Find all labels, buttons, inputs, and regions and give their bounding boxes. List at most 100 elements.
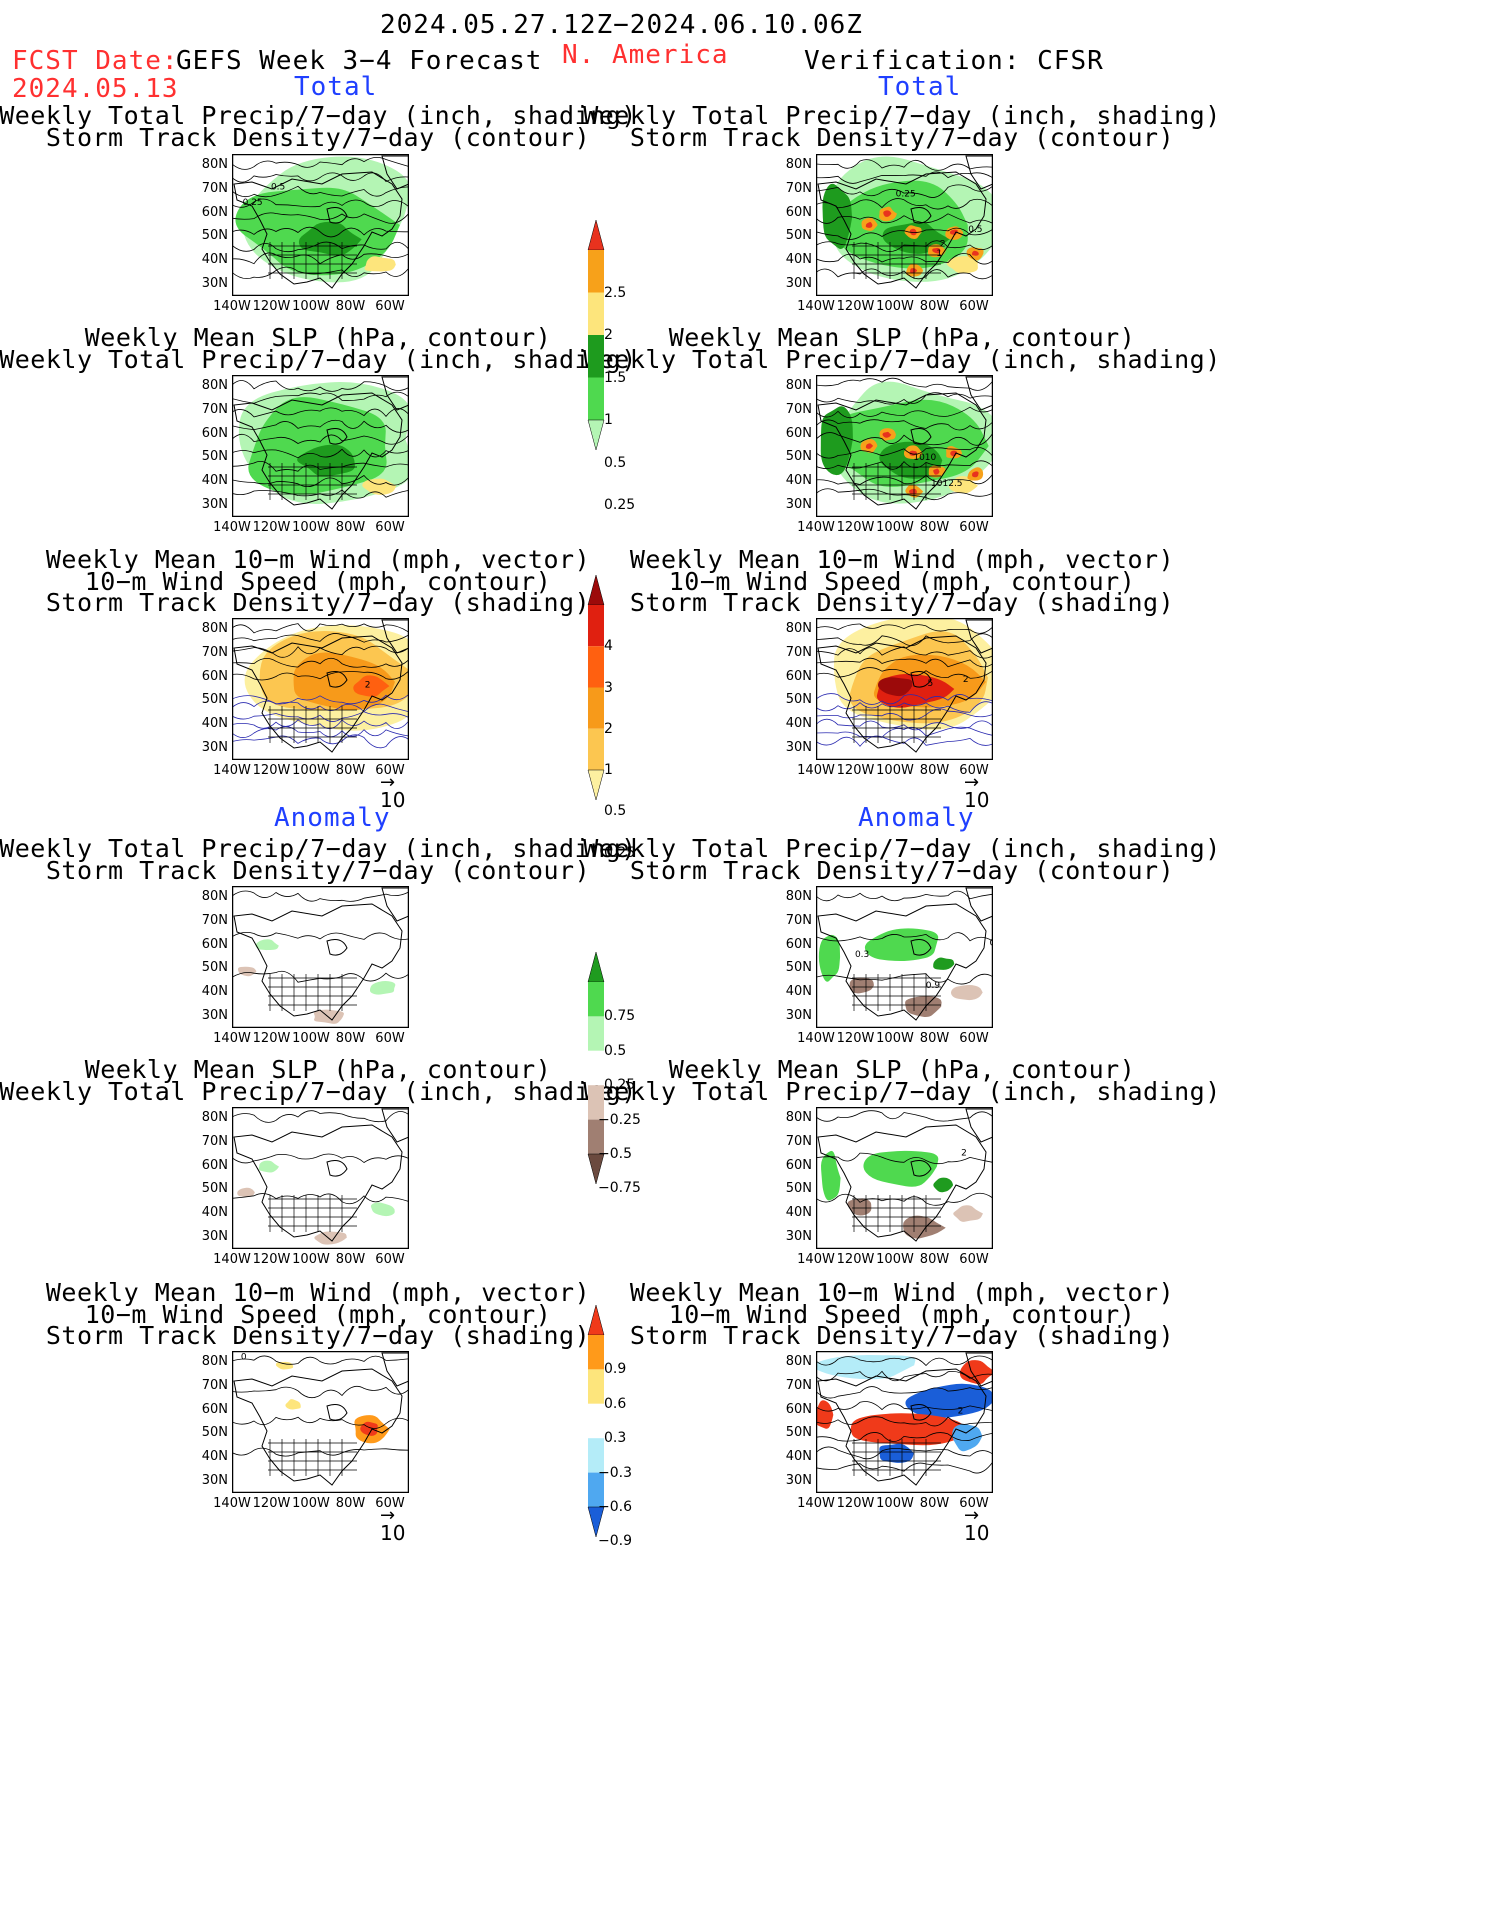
contour-value-label: 0.3 [855, 950, 869, 960]
lon-tick-label: 100W [876, 1496, 914, 1511]
panel-title-line: Storm Track Density/7−day (shading) [629, 588, 1175, 617]
contour-line [816, 474, 993, 485]
map-frame [816, 154, 993, 296]
panel-title-line: Weekly Mean SLP (hPa, contour) [668, 323, 1136, 352]
vector-reference: → 10 [380, 1507, 405, 1546]
panel-title-line: Weekly Total Precip/7−day (inch, shading… [0, 344, 637, 374]
lat-tick-label: 40N [201, 473, 228, 489]
colorbar-segment [588, 250, 604, 293]
storm-anom-positive-strong [850, 1413, 968, 1446]
lon-tick-label: 80W [335, 520, 366, 535]
wind-contour [816, 667, 993, 679]
wind-contour [816, 623, 993, 634]
map-plot: 0.3 0.9 0 [816, 886, 993, 1028]
vector-reference: → 10 [964, 1505, 989, 1546]
lat-tick-label: 70N [785, 912, 812, 928]
wind-contour [816, 646, 993, 659]
contour-line [232, 890, 409, 902]
lon-tick-label: 100W [292, 1496, 330, 1511]
precip-shading-yellow [948, 476, 978, 494]
vector-arrow-icon: → [964, 772, 980, 793]
wind-contour [816, 718, 993, 731]
lon-tick-label: 100W [292, 520, 330, 535]
precip-shading-dark [822, 183, 853, 250]
wind-contour [816, 1416, 993, 1427]
lon-tick-label: 60W [375, 520, 405, 535]
map-background [232, 1351, 409, 1493]
greenland-outline [381, 1352, 409, 1387]
wind-contour [232, 623, 409, 634]
coastline [233, 392, 403, 510]
hudson-bay-outline [326, 428, 348, 445]
map-frame [232, 1351, 409, 1493]
lat-tick-label: 30N [785, 740, 812, 755]
precip-shading-yellow [362, 478, 397, 495]
lat-tick-label: 70N [201, 180, 228, 196]
precip-shading-red [909, 488, 917, 495]
greenland-outline [965, 155, 993, 190]
colorbar-segment [588, 687, 604, 729]
panel-title-line: Weekly Total Precip/7−day (inch, shading… [0, 1076, 637, 1106]
lat-tick-label: 40N [785, 252, 812, 268]
colorbar-segment [588, 982, 604, 1017]
wind-contour [816, 1446, 993, 1460]
vector-reference: → 10 [380, 774, 405, 813]
lon-tick-label: 100W [876, 299, 914, 314]
lon-tick-label: 120W [252, 520, 291, 535]
lat-tick-label: 60N [201, 668, 228, 684]
lon-tick-label: 80W [335, 299, 366, 314]
map-frame [816, 618, 993, 760]
anom-shading-dry [953, 1205, 983, 1222]
colorbar-label: 2 [604, 720, 613, 737]
map-frame [232, 375, 409, 517]
lat-tick-label: 60N [785, 936, 812, 952]
lat-tick-label: 40N [785, 984, 812, 1000]
panel-title-line: Storm Track Density/7−day (contour) [45, 122, 591, 152]
coastline [817, 1368, 987, 1486]
lon-tick-label: 80W [335, 763, 366, 778]
map-background [232, 1107, 409, 1249]
lon-tick-label: 140W [797, 520, 835, 535]
lat-tick-label: 30N [785, 1229, 812, 1244]
lat-tick-label: 60N [201, 936, 228, 952]
contour-line [232, 433, 409, 445]
hudson-bay-outline [326, 207, 348, 224]
lat-tick-label: 40N [201, 716, 228, 732]
contour-line [816, 240, 993, 252]
fcst-date-value: 2024.05.13 [12, 74, 179, 104]
coastline [233, 635, 403, 753]
lat-tick-label: 50N [201, 449, 228, 465]
colorbar-label: 3 [604, 679, 613, 696]
vector-arrow-icon: → [964, 1505, 980, 1526]
contour-line [816, 460, 993, 470]
lat-tick-label: 50N [785, 228, 812, 244]
lat-tick-label: 80N [201, 1354, 228, 1369]
lat-tick-label: 60N [785, 204, 812, 220]
precip-shading-red [882, 431, 892, 438]
contour-line [232, 419, 409, 433]
precip-shading-yellow [364, 256, 396, 272]
greenland-outline [381, 155, 409, 190]
lon-tick-label: 100W [292, 1031, 330, 1046]
contour-value-label: 0 [989, 939, 993, 949]
wind-contour [816, 701, 993, 713]
colorbar-precip_total [587, 220, 605, 450]
colorbar-segment [587, 1305, 605, 1336]
coastline [233, 171, 403, 289]
panel-title-line: Weekly Mean 10−m Wind (mph, vector) [629, 1278, 1175, 1307]
lon-tick-label: 100W [876, 520, 914, 535]
anom-shading-dry [849, 977, 874, 994]
precip-shading-red [949, 229, 958, 236]
lat-tick-label: 70N [785, 644, 812, 660]
lat-tick-label: 50N [201, 692, 228, 708]
precip-shading-red [972, 471, 979, 478]
precip-shading-red [865, 222, 873, 228]
lat-tick-label: 60N [785, 1401, 812, 1417]
lat-tick-label: 40N [201, 1205, 228, 1221]
lat-tick-label: 80N [785, 621, 812, 636]
contour-line [816, 446, 993, 459]
lat-tick-label: 50N [785, 692, 812, 708]
anom-shading-wet [933, 957, 955, 970]
precip-shading-yellow [946, 256, 978, 274]
panel-title-line: Weekly Mean SLP (hPa, contour) [668, 1055, 1136, 1084]
